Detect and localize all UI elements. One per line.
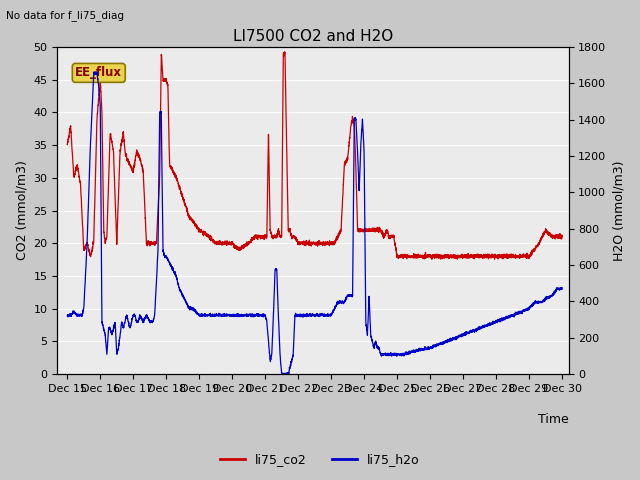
li75_co2	[299, 240, 307, 246]
li75_co2	[518, 253, 526, 259]
li75_h2o	[278, 371, 285, 377]
li75_h2o	[543, 296, 551, 301]
Legend: li75_co2, li75_h2o: li75_co2, li75_h2o	[215, 448, 425, 471]
li75_h2o	[271, 267, 279, 273]
li75_co2	[275, 232, 283, 238]
li75_h2o	[63, 313, 71, 319]
li75_co2	[428, 256, 436, 262]
Line: li75_co2: li75_co2	[67, 52, 562, 259]
li75_co2	[63, 142, 71, 147]
li75_co2	[281, 49, 289, 55]
li75_h2o	[423, 346, 431, 352]
li75_co2	[271, 233, 279, 239]
li75_h2o	[299, 312, 307, 318]
Title: LI7500 CO2 and H2O: LI7500 CO2 and H2O	[233, 29, 393, 44]
Y-axis label: H2O (mmol/m3): H2O (mmol/m3)	[612, 160, 625, 261]
Line: li75_h2o: li75_h2o	[67, 72, 562, 374]
li75_co2	[558, 233, 566, 239]
li75_h2o	[275, 332, 283, 338]
li75_h2o	[558, 285, 566, 290]
li75_co2	[423, 254, 431, 260]
Text: EE_flux: EE_flux	[76, 66, 122, 79]
X-axis label: Time: Time	[538, 413, 568, 426]
li75_h2o	[92, 69, 99, 75]
li75_co2	[543, 230, 551, 236]
Y-axis label: CO2 (mmol/m3): CO2 (mmol/m3)	[15, 161, 28, 261]
li75_h2o	[518, 309, 526, 315]
Text: No data for f_li75_diag: No data for f_li75_diag	[6, 10, 124, 21]
